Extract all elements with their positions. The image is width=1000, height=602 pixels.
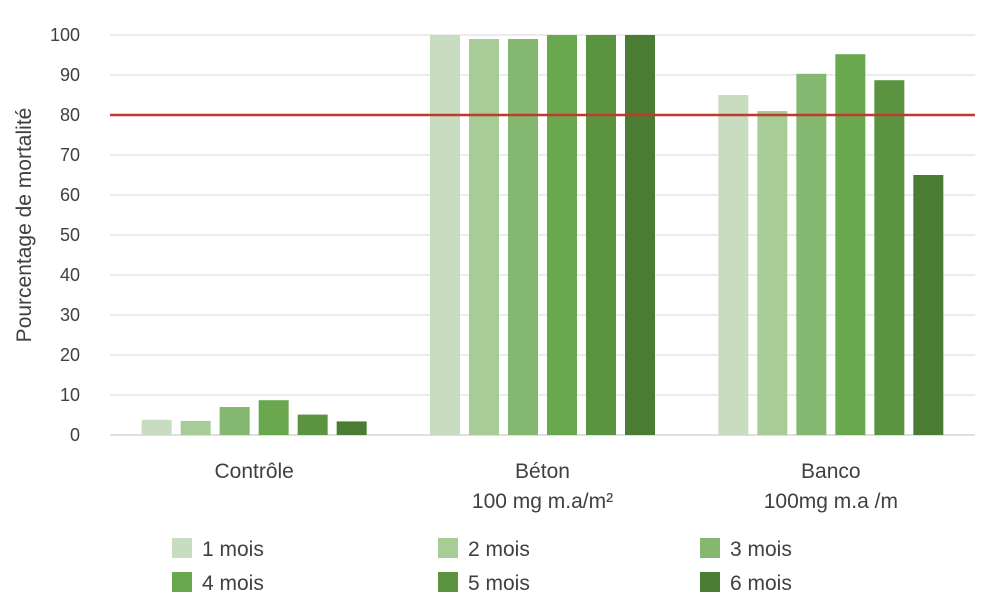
y-tick-label: 30 — [60, 305, 80, 325]
bar — [796, 73, 827, 436]
y-tick-label: 50 — [60, 225, 80, 245]
legend-label: 4 mois — [202, 572, 264, 595]
bar — [625, 35, 655, 435]
y-axis-ticks: 0 10 20 30 40 50 60 70 80 90 100 — [50, 25, 80, 445]
legend-swatch — [172, 538, 192, 558]
x-category-label: 100mg m.a /m — [764, 490, 898, 513]
x-category-label: Banco — [801, 460, 861, 483]
y-tick-label: 10 — [60, 385, 80, 405]
legend-swatch — [438, 538, 458, 558]
legend: 1 mois 2 mois 3 mois 4 mois 5 mois 6 mois — [172, 538, 792, 595]
y-axis-title: Pourcentage de mortalité — [13, 108, 36, 343]
y-tick-label: 20 — [60, 345, 80, 365]
bar — [835, 54, 866, 435]
bar — [141, 419, 172, 435]
bar — [913, 175, 944, 435]
bar — [469, 39, 499, 435]
bar — [547, 35, 577, 435]
legend-swatch — [438, 572, 458, 592]
y-tick-label: 60 — [60, 185, 80, 205]
bars — [141, 35, 944, 436]
legend-swatch — [700, 572, 720, 592]
x-category-label: Béton — [515, 460, 570, 483]
legend-label: 6 mois — [730, 572, 792, 595]
x-category-label: 100 mg m.a/m² — [472, 490, 613, 513]
legend-swatch — [700, 538, 720, 558]
bar — [430, 35, 460, 435]
bar — [297, 414, 328, 435]
legend-label: 5 mois — [468, 572, 530, 595]
bar — [508, 39, 538, 435]
y-tick-label: 80 — [60, 105, 80, 125]
x-axis-category-labels: Contrôle Béton 100 mg m.a/m² Banco 100mg m.a… — [214, 460, 897, 513]
bar — [180, 421, 211, 435]
legend-label: 2 mois — [468, 538, 530, 561]
y-tick-label: 0 — [70, 425, 80, 445]
x-category-label: Contrôle — [214, 460, 293, 483]
bar — [586, 35, 616, 435]
legend-label: 3 mois — [730, 538, 792, 561]
y-tick-label: 90 — [60, 65, 80, 85]
bar — [874, 80, 905, 435]
bar — [336, 421, 367, 435]
y-tick-label: 100 — [50, 25, 80, 45]
legend-swatch — [172, 572, 192, 592]
y-tick-label: 40 — [60, 265, 80, 285]
bar — [258, 400, 289, 435]
legend-label: 1 mois — [202, 538, 264, 561]
bar — [219, 407, 250, 435]
bar — [757, 111, 788, 435]
y-tick-label: 70 — [60, 145, 80, 165]
bar — [718, 95, 749, 435]
